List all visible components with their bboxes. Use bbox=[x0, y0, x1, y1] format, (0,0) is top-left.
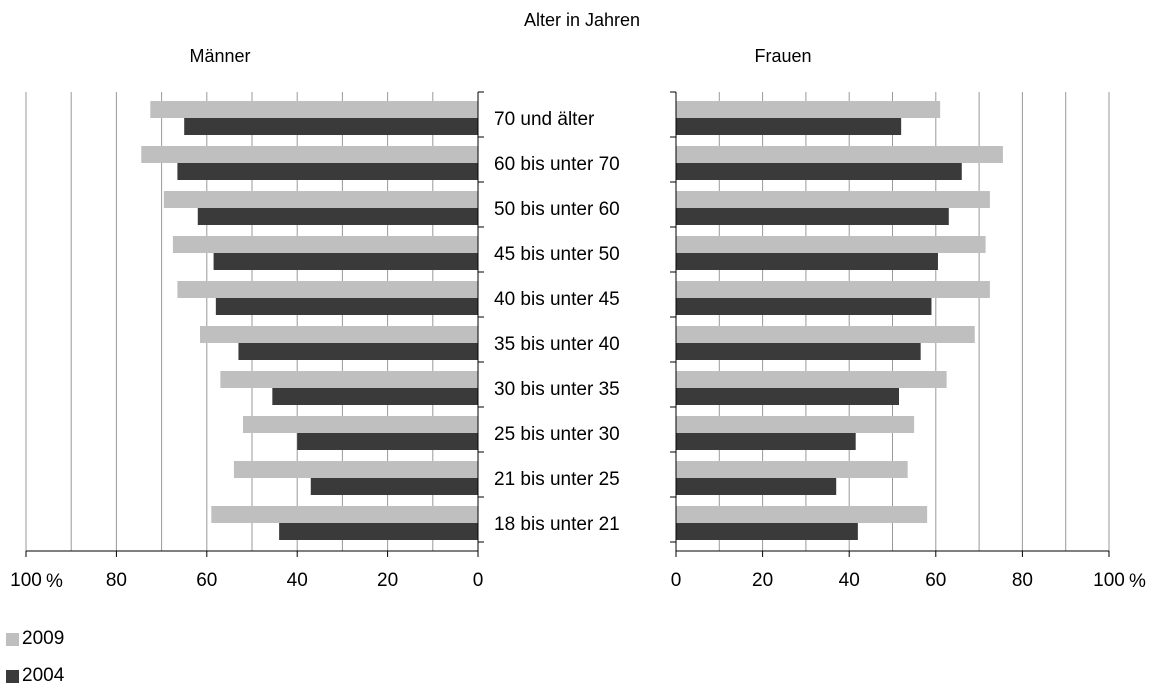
category-label-60-bis-unter-70: 60 bis unter 70 bbox=[494, 154, 620, 175]
category-label-50-bis-unter-60: 50 bis unter 60 bbox=[494, 199, 620, 220]
bar-frauen-2009-18-bis-unter-21 bbox=[676, 506, 928, 523]
bar-frauen-2009-60-bis-unter-70 bbox=[676, 146, 1003, 163]
bar-frauen-2004-30-bis-unter-35 bbox=[676, 388, 899, 405]
category-label-45-bis-unter-50: 45 bis unter 50 bbox=[494, 244, 620, 265]
bar-frauen-2004-35-bis-unter-40 bbox=[676, 343, 921, 360]
bar-maenner-2009-40-bis-unter-45 bbox=[177, 281, 479, 298]
bar-maenner-2009-45-bis-unter-50 bbox=[172, 236, 478, 253]
bar-frauen-2009-35-bis-unter-40 bbox=[676, 326, 975, 343]
bar-frauen-2004-45-bis-unter-50 bbox=[676, 253, 938, 270]
bar-frauen-2004-50-bis-unter-60 bbox=[676, 208, 949, 225]
bar-maenner-2004-30-bis-unter-35 bbox=[272, 388, 478, 405]
bar-maenner-2009-50-bis-unter-60 bbox=[163, 191, 479, 208]
bar-maenner-2004-40-bis-unter-45 bbox=[215, 298, 478, 315]
axes bbox=[25, 91, 1110, 557]
legend-label-2009: 2009 bbox=[22, 628, 65, 649]
tick-label-left-0: 0 bbox=[473, 570, 484, 591]
bar-frauen-2004-40-bis-unter-45 bbox=[676, 298, 932, 315]
category-label-35-bis-unter-40: 35 bis unter 40 bbox=[494, 334, 620, 355]
tick-label-left-100: 100 bbox=[10, 570, 42, 591]
bar-frauen-2009-45-bis-unter-50 bbox=[676, 236, 986, 253]
bar-frauen-2009-50-bis-unter-60 bbox=[676, 191, 990, 208]
tick-label-right-80: 80 bbox=[1012, 570, 1033, 591]
bar-maenner-2009-25-bis-unter-30 bbox=[242, 416, 478, 433]
unit-label-left: % bbox=[46, 571, 63, 592]
tick-label-right-20: 20 bbox=[752, 570, 773, 591]
bar-maenner-2009-70-und-lter bbox=[150, 101, 479, 118]
bar-maenner-2004-25-bis-unter-30 bbox=[297, 433, 478, 450]
category-label-18-bis-unter-21: 18 bis unter 21 bbox=[494, 514, 620, 535]
legend-item-2004: 2004 bbox=[6, 665, 64, 687]
bar-frauen-2004-18-bis-unter-21 bbox=[676, 523, 858, 540]
unit-label-right: % bbox=[1129, 571, 1146, 592]
tick-label-right-60: 60 bbox=[925, 570, 946, 591]
tick-label-right-40: 40 bbox=[839, 570, 860, 591]
bar-maenner-2004-60-bis-unter-70 bbox=[177, 163, 479, 180]
bar-frauen-2009-30-bis-unter-35 bbox=[676, 371, 947, 388]
tick-label-left-20: 20 bbox=[377, 570, 398, 591]
panel-title-maenner: Männer bbox=[189, 46, 250, 66]
tick-label-left-40: 40 bbox=[287, 570, 308, 591]
category-label-70-und-lter: 70 und älter bbox=[494, 109, 595, 130]
labels: 100 80 60 40 20 0 0 20 40 60 80 100% % 70 und älter 60… bbox=[10, 109, 1146, 592]
bar-frauen-2009-40-bis-unter-45 bbox=[676, 281, 990, 298]
tick-label-right-0: 0 bbox=[671, 570, 682, 591]
panel-title-frauen: Frauen bbox=[754, 46, 811, 66]
category-label-30-bis-unter-35: 30 bis unter 35 bbox=[494, 379, 620, 400]
bar-maenner-2004-45-bis-unter-50 bbox=[213, 253, 478, 270]
bar-frauen-2004-70-und-lter bbox=[676, 118, 902, 135]
bar-frauen-2004-25-bis-unter-30 bbox=[676, 433, 856, 450]
tick-label-right-100: 100 bbox=[1093, 570, 1125, 591]
tick-label-left-60: 60 bbox=[196, 570, 217, 591]
category-label-21-bis-unter-25: 21 bis unter 25 bbox=[494, 469, 620, 490]
bar-maenner-2009-30-bis-unter-35 bbox=[220, 371, 479, 388]
legend-swatch-2004 bbox=[6, 669, 19, 683]
bar-maenner-2004-50-bis-unter-60 bbox=[197, 208, 478, 225]
chart-title: Alter in Jahren bbox=[524, 10, 640, 30]
bar-maenner-2009-60-bis-unter-70 bbox=[141, 146, 478, 163]
bar-frauen-2009-25-bis-unter-30 bbox=[676, 416, 915, 433]
bar-frauen-2009-21-bis-unter-25 bbox=[676, 461, 908, 478]
bar-maenner-2004-21-bis-unter-25 bbox=[310, 478, 478, 495]
tick-label-left-80: 80 bbox=[106, 570, 127, 591]
bar-maenner-2004-35-bis-unter-40 bbox=[238, 343, 478, 360]
category-label-40-bis-unter-45: 40 bis unter 45 bbox=[494, 289, 620, 310]
bar-maenner-2009-18-bis-unter-21 bbox=[211, 506, 478, 523]
bar-maenner-2009-35-bis-unter-40 bbox=[200, 326, 478, 343]
bar-frauen-2004-21-bis-unter-25 bbox=[676, 478, 837, 495]
bar-maenner-2004-70-und-lter bbox=[184, 118, 478, 135]
bar-frauen-2009-70-und-lter bbox=[676, 101, 941, 118]
category-label-25-bis-unter-30: 25 bis unter 30 bbox=[494, 424, 620, 445]
bar-maenner-2009-21-bis-unter-25 bbox=[233, 461, 478, 478]
legend-label-2004: 2004 bbox=[22, 665, 65, 686]
bar-maenner-2004-18-bis-unter-21 bbox=[279, 523, 478, 540]
bars bbox=[141, 101, 1003, 540]
legend-item-2009: 2009 bbox=[6, 628, 64, 650]
bar-frauen-2004-60-bis-unter-70 bbox=[676, 163, 962, 180]
legend-swatch-2009 bbox=[6, 632, 19, 646]
